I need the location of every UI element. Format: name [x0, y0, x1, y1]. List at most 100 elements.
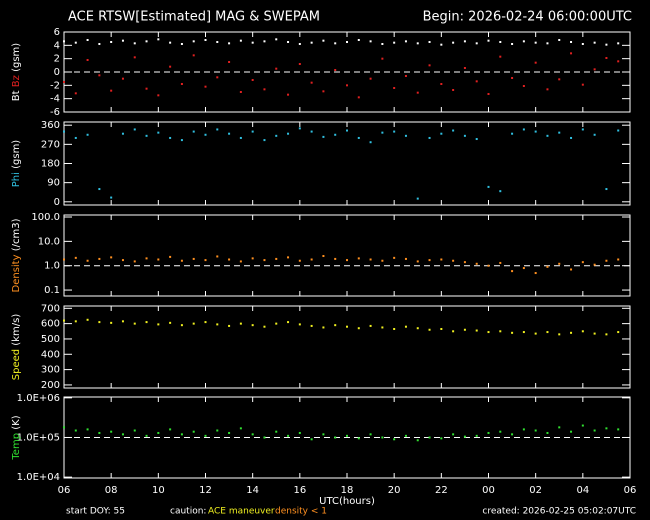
data-point [522, 428, 525, 431]
data-point [145, 40, 148, 43]
data-point [239, 136, 242, 139]
data-point [192, 40, 195, 43]
data-point [463, 328, 466, 331]
legend-entry: Temp [11, 433, 22, 461]
data-point [216, 429, 219, 432]
data-point [310, 324, 313, 327]
data-point [452, 129, 455, 132]
data-point [180, 433, 183, 436]
data-point [298, 127, 301, 130]
data-point [74, 92, 77, 95]
y-axis-unit: (gsm) [11, 140, 22, 169]
data-point [110, 321, 113, 324]
data-point [428, 64, 431, 67]
data-point [452, 89, 455, 91]
y-axis-label: Speed (km/s) [11, 314, 22, 381]
data-point [511, 433, 514, 436]
y-axis-label: Phi (gsm) [11, 140, 22, 188]
data-point [322, 255, 325, 258]
data-point [546, 88, 549, 91]
legend-entry: Bz [11, 75, 22, 87]
legend-entry: Density [11, 254, 22, 292]
data-point [463, 67, 466, 69]
caution-density: density < 1 [275, 507, 327, 517]
data-point [86, 39, 89, 41]
data-point [369, 258, 372, 261]
data-point [180, 43, 183, 45]
y-tick-label: 500 [41, 334, 60, 345]
data-point [192, 430, 195, 433]
x-tick-label: 22 [435, 485, 448, 496]
data-point [511, 77, 514, 79]
data-point [86, 133, 89, 136]
data-point [263, 139, 266, 142]
data-point [275, 38, 278, 41]
data-point [346, 434, 348, 437]
data-point [334, 42, 337, 45]
chart-title: ACE RTSW[Estimated] MAG & SWEPAM [68, 10, 320, 25]
data-point [228, 258, 231, 261]
data-point [357, 257, 360, 260]
data-point [86, 428, 89, 431]
data-point [534, 61, 537, 64]
data-point [416, 439, 419, 442]
data-point [275, 430, 278, 433]
data-point [605, 333, 608, 336]
data-point [322, 39, 325, 42]
data-point [110, 430, 113, 433]
data-point [192, 257, 195, 260]
data-point [487, 264, 490, 267]
data-point [381, 131, 384, 134]
data-point [581, 330, 584, 333]
data-point [74, 429, 77, 432]
data-point [110, 196, 113, 199]
data-point [534, 332, 537, 335]
data-point [216, 41, 219, 43]
data-point [617, 428, 620, 431]
data-point [74, 41, 77, 44]
data-point [381, 43, 384, 45]
data-point [334, 257, 337, 260]
data-point [534, 272, 537, 275]
data-point [98, 321, 101, 324]
y-tick-label: 600 [41, 319, 60, 330]
data-point [558, 262, 561, 265]
data-point [393, 327, 396, 330]
data-point [393, 130, 396, 133]
data-point [475, 262, 478, 265]
data-point [239, 260, 242, 263]
data-point [169, 428, 172, 431]
data-point [63, 319, 65, 322]
data-point [440, 437, 443, 440]
y-tick-label: 180 [41, 159, 60, 170]
y-tick-label: 360 [41, 120, 60, 131]
data-point [251, 257, 254, 260]
data-point [440, 43, 443, 46]
data-point [239, 427, 242, 430]
data-point [393, 87, 396, 89]
data-point [275, 322, 278, 325]
data-point [381, 436, 384, 439]
data-point [534, 429, 537, 432]
data-point [593, 429, 596, 432]
data-point [322, 90, 325, 93]
data-point [157, 131, 160, 134]
x-tick-label: 16 [293, 485, 306, 496]
x-tick-label: 08 [105, 485, 118, 496]
y-tick-label: 0.1 [44, 285, 60, 296]
data-point [263, 325, 266, 328]
data-point [63, 130, 65, 133]
data-point [487, 39, 490, 42]
data-point [322, 135, 325, 138]
data-point [605, 259, 608, 262]
data-point [534, 130, 537, 133]
data-point [440, 258, 443, 261]
data-point [558, 78, 561, 81]
data-point [558, 426, 561, 429]
data-point [310, 258, 313, 261]
data-point [546, 431, 549, 434]
data-point [593, 133, 596, 136]
data-point [275, 67, 278, 70]
data-point [204, 321, 207, 324]
caution-maneuver: ACE maneuver [208, 507, 275, 517]
